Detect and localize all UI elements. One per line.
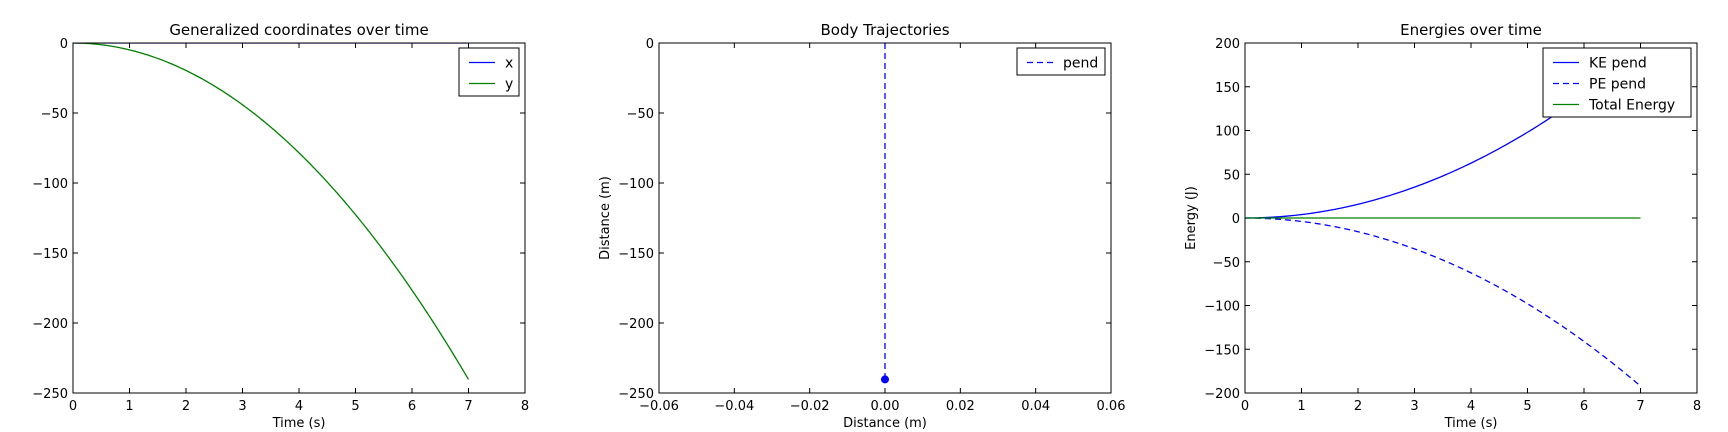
y-axis-label: Distance (m): [598, 176, 613, 260]
y-tick-label: −150: [1204, 343, 1240, 358]
legend-label: Total Energy: [1588, 98, 1675, 114]
chart-title: Body Trajectories: [820, 21, 949, 39]
x-tick-label: 3: [1410, 399, 1418, 414]
chart-panel-2: Body Trajectories −0.06 −0.04 −0.02 0.00 0.02…: [598, 21, 1125, 431]
y-tick-label: 0: [1232, 212, 1240, 227]
x-tick-label: 8: [521, 399, 529, 414]
x-axis-label: Time (s): [1444, 416, 1498, 431]
y-tick-label: 50: [1223, 168, 1240, 183]
x-tick-label: 0: [1241, 399, 1249, 414]
legend-label: y: [505, 77, 513, 93]
legend-label: x: [505, 56, 513, 72]
x-tick-label: 0: [69, 399, 77, 414]
legend-label: PE pend: [1589, 77, 1646, 93]
x-tick-label: 0.04: [1021, 399, 1050, 414]
series-line-y: [73, 43, 470, 380]
y-tick-label: −150: [618, 247, 654, 262]
series-end-marker: [881, 375, 889, 384]
legend-label: KE pend: [1589, 56, 1647, 72]
chart-title: Generalized coordinates over time: [169, 21, 428, 39]
x-tick-label: 0.02: [946, 399, 975, 414]
x-tick-label: 4: [295, 399, 303, 414]
y-tick-label: −150: [32, 247, 68, 262]
x-axis-label: Time (s): [272, 416, 326, 431]
x-tick-label: 5: [1523, 399, 1531, 414]
x-tick-label: 0.00: [871, 399, 900, 414]
x-tick-label: 7: [464, 399, 472, 414]
y-tick-label: 200: [1215, 37, 1240, 52]
y-tick-label: −200: [32, 317, 68, 332]
legend-box: [1016, 47, 1106, 76]
legend-box: [458, 47, 520, 97]
x-tick-label: −0.04: [714, 399, 754, 414]
chart-panel-1: Generalized coordinates over time 0 1 2 3 4 5 6…: [32, 21, 529, 431]
y-tick-label: 150: [1215, 81, 1240, 96]
y-tick-label: −50: [627, 107, 654, 122]
x-tick-label: 8: [1693, 399, 1701, 414]
y-tick-label: −250: [32, 387, 68, 402]
x-tick-label: 3: [238, 399, 246, 414]
legend-box: [1542, 47, 1692, 118]
y-tick-label: −50: [41, 107, 68, 122]
legend: xy: [458, 47, 520, 97]
series-group: [73, 43, 470, 380]
axes-frame: [1244, 42, 1698, 394]
y-tick-label: −200: [1204, 387, 1240, 402]
x-tick-label: −0.06: [639, 399, 679, 414]
y-axis-label: Energy (J): [1184, 186, 1199, 250]
y-tick-label: 0: [646, 37, 654, 52]
x-tick-label: 2: [1354, 399, 1362, 414]
legend: pend: [1016, 47, 1106, 76]
y-tick-label: −100: [32, 177, 68, 192]
plot-area: [73, 43, 525, 393]
x-tick-label: 1: [1297, 399, 1305, 414]
x-tick-label: 6: [1580, 399, 1588, 414]
axes-frame: [72, 42, 526, 394]
legend-label: pend: [1063, 56, 1098, 72]
y-tick-label: −250: [618, 387, 654, 402]
y-tick-label: 100: [1215, 125, 1240, 140]
x-tick-label: 7: [1636, 399, 1644, 414]
x-tick-label: 2: [182, 399, 190, 414]
y-tick-label: −200: [618, 317, 654, 332]
y-tick-label: −100: [1204, 300, 1240, 315]
axes-frame: [658, 42, 1112, 394]
y-tick-label: −100: [618, 177, 654, 192]
x-axis-label: Distance (m): [843, 416, 927, 431]
x-tick-label: 1: [125, 399, 133, 414]
x-tick-label: −0.02: [790, 399, 830, 414]
x-tick-label: 5: [351, 399, 359, 414]
chart-title: Energies over time: [1400, 21, 1542, 39]
x-tick-label: 6: [408, 399, 416, 414]
x-tick-label: 0.06: [1097, 399, 1126, 414]
x-tick-label: 4: [1467, 399, 1475, 414]
legend: KE pend PE pend Total Energy: [1542, 47, 1692, 118]
y-tick-label: 0: [60, 37, 68, 52]
series-line-pe-pend: [1245, 217, 1641, 387]
y-tick-label: −50: [1213, 256, 1240, 271]
